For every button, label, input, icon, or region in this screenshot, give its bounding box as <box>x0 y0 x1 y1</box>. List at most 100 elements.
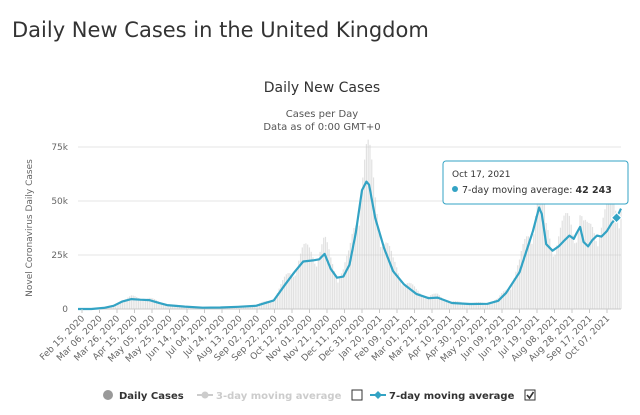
bar <box>474 302 476 309</box>
bar <box>540 178 542 309</box>
bar <box>315 266 318 309</box>
legend-item-7-day-average[interactable]: 7-day moving average <box>370 391 515 402</box>
bar <box>349 242 351 309</box>
legend-marker-daily-cases <box>103 390 113 400</box>
bar <box>403 286 405 309</box>
bar <box>331 264 334 309</box>
bar <box>376 214 378 309</box>
bar <box>369 144 371 309</box>
bar <box>559 227 562 309</box>
bar <box>308 247 311 309</box>
bar <box>269 301 271 309</box>
bar <box>556 245 558 309</box>
bar <box>307 244 309 309</box>
bar <box>606 203 608 309</box>
tooltip-value-line: 7-day moving average: 42 243 <box>462 185 612 196</box>
bar <box>586 221 588 309</box>
bar <box>437 293 439 309</box>
bar <box>538 179 540 309</box>
legend: Daily Cases 3-day moving average 7-day m… <box>103 389 536 402</box>
bar <box>545 222 547 309</box>
bar <box>549 238 551 309</box>
bar <box>130 295 133 309</box>
bar <box>511 284 513 309</box>
legend-item-daily-cases[interactable]: Daily Cases <box>103 390 184 402</box>
bar <box>515 271 517 309</box>
bar <box>132 295 134 309</box>
bar <box>453 301 455 309</box>
bar <box>470 303 473 309</box>
bar <box>169 304 172 309</box>
bar <box>533 234 535 309</box>
bar <box>422 297 424 309</box>
bar <box>152 298 154 309</box>
bar <box>620 211 622 309</box>
chart-subtitle-line1: Cases per Day <box>286 109 358 120</box>
bar <box>282 280 284 309</box>
tooltip-colon: : <box>569 185 575 196</box>
bar <box>520 251 522 309</box>
bar <box>440 297 442 309</box>
bar <box>285 274 287 309</box>
bar <box>449 301 451 309</box>
bar <box>522 243 524 309</box>
bar <box>415 288 417 309</box>
bar <box>314 263 316 309</box>
bar <box>346 255 348 309</box>
bar <box>476 302 478 309</box>
bar <box>333 271 335 309</box>
hover-point-marker[interactable] <box>610 212 623 224</box>
tooltip-value: 42 243 <box>576 185 612 196</box>
bar <box>182 306 184 309</box>
bar <box>572 234 574 309</box>
bar <box>486 303 489 309</box>
bar <box>579 215 581 309</box>
bar <box>499 295 501 309</box>
tooltip-series-marker <box>452 186 458 192</box>
bar <box>121 302 124 309</box>
bar <box>577 228 579 309</box>
bar <box>485 303 487 309</box>
bar <box>483 302 485 309</box>
bar <box>542 186 544 309</box>
bar <box>392 257 394 309</box>
bar <box>340 273 343 309</box>
bar <box>139 299 141 309</box>
checkbox-7-day-average[interactable] <box>524 389 536 401</box>
bar <box>421 295 423 309</box>
bar <box>260 302 262 309</box>
bar <box>566 213 569 309</box>
bar <box>137 298 140 309</box>
bar <box>412 284 414 309</box>
bar <box>565 213 567 309</box>
bar <box>517 265 519 309</box>
bar <box>593 233 595 309</box>
bar <box>609 196 611 309</box>
legend-item-3-day-average[interactable]: 3-day moving average <box>197 391 342 402</box>
y-tick-label: 0 <box>62 305 68 315</box>
legend-marker-7-day-average <box>374 391 382 399</box>
bar <box>410 283 412 309</box>
bar <box>404 284 407 309</box>
bar <box>447 301 449 309</box>
bar <box>433 293 435 309</box>
bar <box>616 219 619 309</box>
bar <box>501 293 503 309</box>
bar <box>451 301 453 309</box>
bar <box>390 250 392 309</box>
bar <box>428 296 430 309</box>
bar <box>543 203 546 309</box>
bar <box>397 273 400 309</box>
tooltip: Oct 17, 2021 7-day moving average: 42 24… <box>442 160 629 205</box>
bar <box>442 299 444 309</box>
bar <box>399 279 401 309</box>
bar <box>246 305 248 309</box>
bar <box>387 243 389 309</box>
bar <box>568 215 570 309</box>
checkbox-3-day-average[interactable] <box>351 389 363 401</box>
bar <box>153 298 156 309</box>
bar <box>552 256 554 309</box>
bar <box>374 197 376 309</box>
bar <box>401 285 403 309</box>
bar <box>114 303 116 309</box>
